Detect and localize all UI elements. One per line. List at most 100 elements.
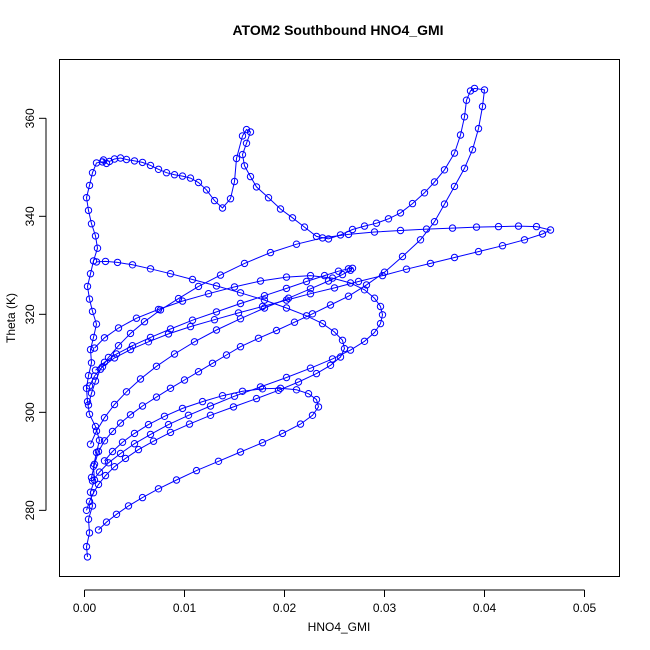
data-point <box>229 403 238 411</box>
data-point <box>178 297 187 305</box>
data-point <box>236 315 245 323</box>
data-point <box>186 322 195 331</box>
data-point <box>282 284 291 293</box>
data-point <box>238 132 247 140</box>
data-point <box>312 395 321 404</box>
data-point <box>246 172 255 181</box>
data-point <box>360 286 369 294</box>
data-point <box>130 440 139 448</box>
data-point <box>252 394 261 403</box>
data-point <box>252 183 261 191</box>
data-point <box>306 285 315 293</box>
data-point <box>138 158 147 167</box>
data-point <box>164 420 173 429</box>
data-point <box>89 333 98 342</box>
data-point <box>113 258 122 267</box>
data-point <box>258 302 267 311</box>
series-line <box>90 267 354 445</box>
data-point <box>456 131 465 139</box>
y-axis: 280 300 320 340 360 <box>23 108 47 520</box>
data-point <box>87 220 96 228</box>
data-point <box>149 437 158 445</box>
data-point <box>360 337 369 345</box>
data-point <box>384 215 393 223</box>
data-point <box>212 308 221 316</box>
data-point <box>290 318 299 326</box>
data-point <box>370 328 379 337</box>
data-point <box>174 294 183 303</box>
data-point <box>294 378 303 386</box>
data-point <box>188 275 197 284</box>
data-point <box>348 264 357 272</box>
data-point <box>110 400 119 409</box>
data-point <box>92 427 101 435</box>
data-point <box>94 447 103 456</box>
data-point <box>95 436 104 444</box>
data-point <box>104 459 113 467</box>
data-point <box>276 384 285 392</box>
data-point <box>238 150 247 159</box>
data-point <box>520 236 529 244</box>
data-point <box>128 342 137 350</box>
data-point <box>240 259 249 268</box>
data-point <box>206 411 215 419</box>
x-tick-label: 0.01 <box>173 601 197 615</box>
data-point <box>188 316 197 324</box>
data-point <box>326 361 335 369</box>
data-point <box>282 273 291 281</box>
data-point <box>118 438 127 446</box>
data-point <box>256 383 265 391</box>
data-point <box>450 182 459 191</box>
data-point <box>302 277 311 286</box>
data-point <box>320 271 329 280</box>
data-point <box>430 218 439 226</box>
data-series <box>82 257 349 514</box>
data-point <box>326 301 335 309</box>
data-point <box>82 194 91 202</box>
y-tick-label: 360 <box>23 108 37 128</box>
data-point <box>440 200 449 208</box>
data-point <box>160 412 169 420</box>
data-point <box>306 290 315 298</box>
data-point <box>282 373 291 382</box>
data-point <box>362 281 371 289</box>
data-point <box>110 463 119 471</box>
data-point <box>154 165 163 174</box>
data-point <box>91 366 100 374</box>
data-point <box>232 154 241 163</box>
data-point <box>328 355 337 363</box>
data-point <box>91 232 100 240</box>
data-point <box>258 385 267 393</box>
data-point <box>114 342 123 350</box>
data-point <box>336 353 345 361</box>
data-point <box>538 230 547 238</box>
data-point <box>474 247 483 256</box>
data-point <box>154 305 163 314</box>
data-point <box>185 420 194 428</box>
data-point <box>292 240 301 248</box>
data-point <box>89 489 98 497</box>
data-point <box>84 206 93 215</box>
data-point <box>190 338 199 346</box>
data-point <box>84 401 93 409</box>
data-point <box>314 403 323 411</box>
data-point <box>166 428 175 437</box>
data-point <box>348 225 357 234</box>
data-point <box>498 242 507 250</box>
data-point <box>126 411 135 419</box>
data-point <box>236 299 245 308</box>
data-point <box>89 257 98 265</box>
data-point <box>184 411 193 419</box>
data-point <box>100 414 109 422</box>
data-point <box>266 248 275 257</box>
series-line <box>88 225 552 406</box>
data-point <box>83 282 92 291</box>
data-point <box>82 506 91 514</box>
data-point <box>260 292 269 300</box>
data-point <box>194 368 203 376</box>
data-point <box>300 223 309 231</box>
data-point <box>236 343 245 351</box>
data-point <box>202 186 211 194</box>
data-point <box>306 271 315 280</box>
